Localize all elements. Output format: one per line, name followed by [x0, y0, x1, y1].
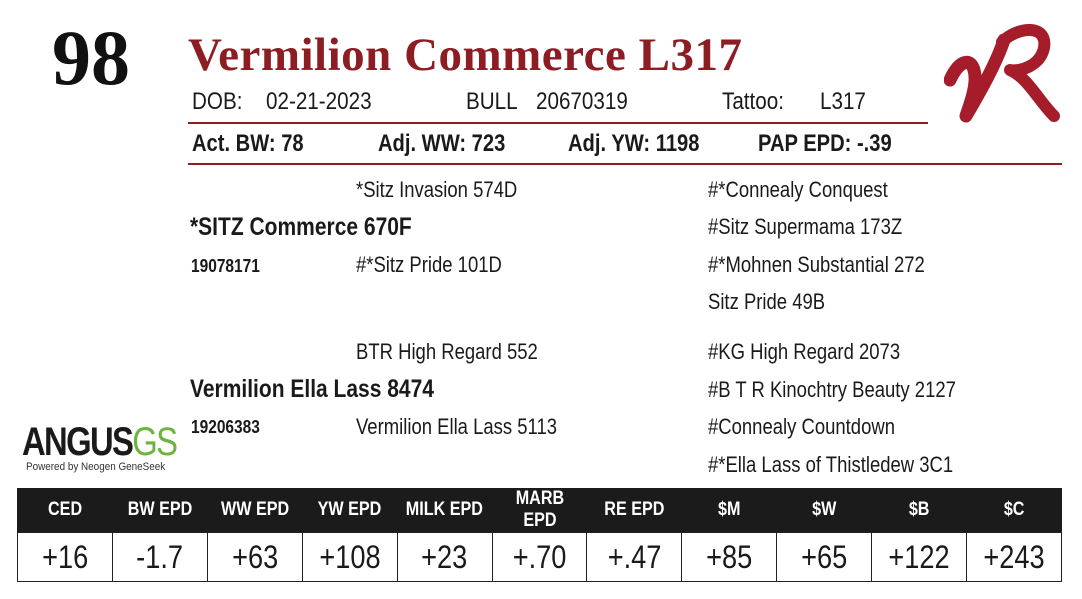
- epd-table: CED BW EPD WW EPD YW EPD MILK EPD MARB E…: [17, 488, 1062, 582]
- epd-value-dollar-w: +65: [776, 532, 873, 582]
- epd-value-dollar-b: +122: [871, 532, 968, 582]
- dam-dam-dam: #*Ella Lass of Thistledew 3C1: [708, 452, 954, 477]
- angus-gs-logo: ANGUSGS Powered by Neogen GeneSeek: [22, 420, 178, 478]
- epd-value-row: +16 -1.7 +63 +108 +23 +.70 +.47 +85 +65 …: [17, 532, 1062, 582]
- epd-header-dollar-m: $M: [681, 488, 777, 533]
- epd-header-dollar-w: $W: [776, 488, 872, 533]
- sex-value: BULL: [466, 88, 518, 115]
- epd-header-row: CED BW EPD WW EPD YW EPD MILK EPD MARB E…: [17, 488, 1062, 533]
- epd-header-ww: WW EPD: [206, 488, 303, 533]
- vr-logo-r-stroke: [996, 24, 1060, 122]
- tattoo-label: Tattoo:: [722, 88, 784, 115]
- angus-gs: GS: [132, 420, 178, 464]
- epd-header-marb: MARB EPD: [491, 488, 587, 533]
- epd-value-bw: -1.7: [111, 532, 208, 582]
- dam-dam-sire: #Connealy Countdown: [708, 414, 895, 439]
- epd-value-re: +.47: [586, 532, 683, 582]
- sire-sire-dam: #Sitz Supermama 173Z: [708, 214, 903, 239]
- angus-wordmark: ANGUSGS: [22, 420, 178, 464]
- sire-sire-sire: #*Connealy Conquest: [708, 177, 888, 202]
- dob-label: DOB:: [192, 88, 243, 115]
- divider-rule-1: [188, 122, 928, 124]
- registration-number: 20670319: [536, 88, 628, 115]
- dob-value: 02-21-2023: [266, 88, 372, 115]
- divider-rule-2: [188, 163, 1062, 165]
- vr-logo-v-stroke: [944, 33, 1011, 123]
- sire-sire: *Sitz Invasion 574D: [356, 177, 518, 202]
- epd-header-ced: CED: [17, 488, 113, 533]
- dam-sire: BTR High Regard 552: [356, 339, 538, 364]
- epd-value-milk: +23: [396, 532, 493, 582]
- epd-header-re: RE EPD: [586, 488, 682, 533]
- epd-value-marb: +.70: [491, 532, 588, 582]
- sire-dam-dam: Sitz Pride 49B: [708, 289, 826, 314]
- sire-registration: 19078171: [191, 256, 260, 276]
- epd-value-yw: +108: [301, 532, 398, 582]
- sire-name: *SITZ Commerce 670F: [190, 213, 412, 241]
- adjusted-weaning-weight: Adj. WW: 723: [378, 130, 506, 157]
- epd-value-dollar-m: +85: [681, 532, 778, 582]
- sire-dam: #*Sitz Pride 101D: [356, 252, 502, 277]
- epd-header-dollar-c: $C: [966, 488, 1062, 533]
- adjusted-yearling-weight: Adj. YW: 1198: [568, 130, 700, 157]
- vr-brand-logo: [944, 24, 1060, 123]
- dam-sire-sire: #KG High Regard 2073: [708, 339, 901, 364]
- epd-header-bw: BW EPD: [111, 488, 208, 533]
- sire-dam-sire: #*Mohnen Substantial 272: [708, 252, 925, 277]
- tattoo-value: L317: [820, 88, 866, 115]
- animal-name: Vermilion Commerce L317: [188, 29, 743, 81]
- dam-sire-dam: #B T R Kinochtry Beauty 2127: [708, 377, 956, 402]
- actual-birth-weight: Act. BW: 78: [192, 130, 304, 157]
- dam-dam: Vermilion Ella Lass 5113: [356, 414, 558, 439]
- angus-word: ANGUS: [22, 420, 134, 464]
- epd-header-dollar-b: $B: [871, 488, 967, 533]
- dam-registration: 19206383: [191, 417, 260, 437]
- epd-value-ww: +63: [206, 532, 303, 582]
- pap-epd: PAP EPD: -.39: [758, 130, 892, 157]
- angus-tagline: Powered by Neogen GeneSeek: [26, 461, 166, 473]
- epd-header-yw: YW EPD: [301, 488, 398, 533]
- lot-number: 98: [52, 14, 130, 101]
- epd-header-milk: MILK EPD: [396, 488, 493, 533]
- epd-value-dollar-c: +243: [966, 532, 1062, 582]
- dam-name: Vermilion Ella Lass 8474: [190, 375, 434, 403]
- epd-value-ced: +16: [17, 532, 113, 582]
